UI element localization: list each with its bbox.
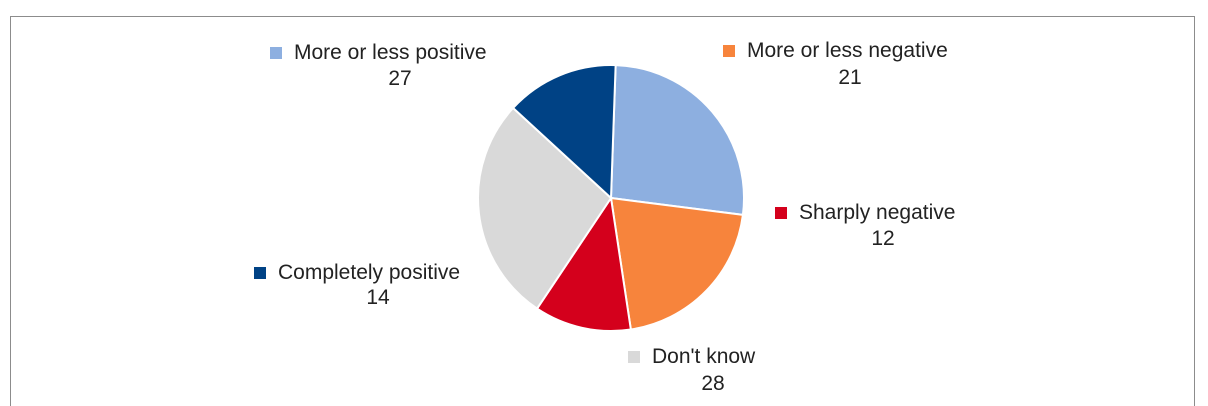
legend-marker-3 (628, 351, 640, 363)
slice-label-4: Completely positive (278, 261, 460, 284)
slice-label-2: Sharply negative (799, 201, 955, 224)
slice-label-1: More or less negative (747, 39, 948, 62)
slice-value-4: 14 (366, 286, 390, 309)
pie-slices (477, 64, 745, 332)
pie-slice-more-or-less-negative (609, 196, 745, 331)
pie-labels: More or less positive 27 More or less nega… (254, 39, 955, 395)
pie-slice-sharply-negative (535, 195, 632, 332)
pie-slice-don-t-know (477, 106, 613, 310)
slice-value-2: 12 (871, 227, 894, 250)
legend-marker-0 (270, 47, 282, 59)
pie-slice-more-or-less-positive (609, 64, 745, 217)
legend-marker-2 (775, 207, 787, 219)
legend-marker-4 (254, 267, 266, 279)
pie-slice-completely-positive (511, 64, 617, 201)
slice-label-0: More or less positive (294, 41, 487, 64)
slice-value-1: 21 (838, 66, 861, 89)
slice-value-0: 27 (388, 67, 411, 90)
slice-value-3: 28 (701, 372, 724, 395)
slice-label-3: Don't know (652, 345, 756, 368)
legend-marker-1 (723, 45, 735, 57)
